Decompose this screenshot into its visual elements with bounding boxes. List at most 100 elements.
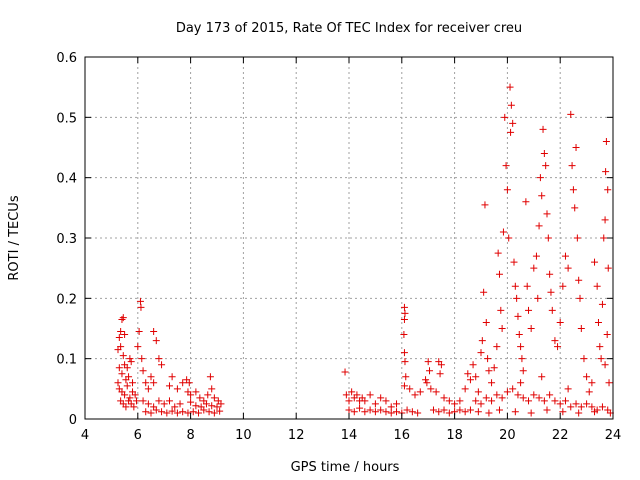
data-point: [216, 407, 224, 415]
data-point: [488, 379, 496, 387]
data-point: [123, 382, 131, 390]
data-point: [142, 379, 150, 387]
data-point: [387, 403, 395, 411]
data-point: [401, 358, 409, 366]
x-tick-label: 8: [186, 428, 194, 443]
data-point: [114, 379, 122, 387]
data-point: [546, 270, 554, 278]
data-point: [543, 210, 551, 218]
data-point: [522, 198, 530, 206]
data-point: [173, 409, 181, 417]
data-point: [509, 385, 517, 393]
data-point: [414, 409, 422, 417]
data-point: [422, 376, 430, 384]
data-point: [440, 394, 448, 402]
data-point: [481, 201, 489, 209]
data-point: [342, 391, 350, 399]
data-point: [575, 409, 583, 417]
data-point: [580, 355, 588, 363]
data-point: [366, 406, 374, 414]
data-point: [485, 409, 493, 417]
data-point: [540, 397, 548, 405]
data-point: [594, 318, 602, 326]
data-point: [135, 328, 143, 336]
y-tick-label: 0.6: [56, 51, 77, 66]
data-point: [427, 385, 435, 393]
data-point: [416, 388, 424, 396]
data-point: [152, 337, 160, 345]
data-point: [445, 409, 453, 417]
data-point: [600, 234, 608, 242]
y-tick-label: 0.2: [56, 292, 77, 307]
data-point: [474, 388, 482, 396]
x-tick-label: 20: [499, 428, 516, 443]
data-point: [147, 409, 155, 417]
data-point: [494, 249, 502, 257]
data-point: [568, 162, 576, 170]
data-point: [353, 391, 361, 399]
data-point: [147, 373, 155, 381]
data-point: [411, 391, 419, 399]
data-point: [585, 388, 593, 396]
data-point: [217, 400, 225, 408]
data-point: [495, 406, 503, 414]
data-point: [511, 408, 519, 416]
data-point: [588, 379, 596, 387]
x-tick-label: 14: [341, 428, 358, 443]
data-point: [535, 394, 543, 402]
data-point: [127, 358, 135, 366]
data-point: [118, 370, 126, 378]
data-point: [510, 258, 518, 266]
data-point: [356, 404, 364, 412]
data-point: [150, 379, 158, 387]
data-point: [205, 408, 213, 416]
data-point: [567, 110, 575, 118]
data-point: [192, 388, 200, 396]
data-point: [123, 364, 131, 372]
data-point: [571, 204, 579, 212]
data-point: [171, 403, 179, 411]
y-tick-label: 0.5: [56, 111, 77, 126]
data-point: [564, 385, 572, 393]
data-point: [598, 403, 606, 411]
data-point: [525, 397, 533, 405]
data-point: [196, 394, 204, 402]
data-point: [131, 391, 139, 399]
data-point: [538, 192, 546, 200]
data-point: [525, 306, 533, 314]
data-point: [451, 400, 459, 408]
data-point: [400, 349, 408, 357]
data-point: [382, 408, 390, 416]
data-point: [514, 312, 522, 320]
data-point: [477, 400, 485, 408]
data-point: [469, 361, 477, 369]
data-point: [202, 400, 210, 408]
data-point: [601, 216, 609, 224]
data-point: [187, 398, 195, 406]
data-point: [118, 315, 126, 323]
data-point: [576, 294, 584, 302]
data-point: [474, 408, 482, 416]
data-point: [122, 376, 130, 384]
data-point: [482, 394, 490, 402]
data-point: [577, 403, 585, 411]
data-point: [126, 355, 134, 363]
data-point: [597, 355, 605, 363]
data-point: [400, 303, 408, 311]
data-point: [436, 370, 444, 378]
x-tick-label: 18: [446, 428, 463, 443]
x-tick-label: 10: [235, 428, 252, 443]
data-point: [544, 234, 552, 242]
data-point: [493, 391, 501, 399]
data-point: [168, 407, 176, 415]
data-point: [402, 373, 410, 381]
data-point: [596, 343, 604, 351]
data-point: [559, 282, 567, 290]
data-point: [472, 397, 480, 405]
data-point: [480, 288, 488, 296]
data-point: [204, 391, 212, 399]
data-point: [572, 144, 580, 151]
data-point: [503, 388, 511, 396]
data-point: [137, 303, 145, 311]
data-point: [569, 186, 577, 194]
